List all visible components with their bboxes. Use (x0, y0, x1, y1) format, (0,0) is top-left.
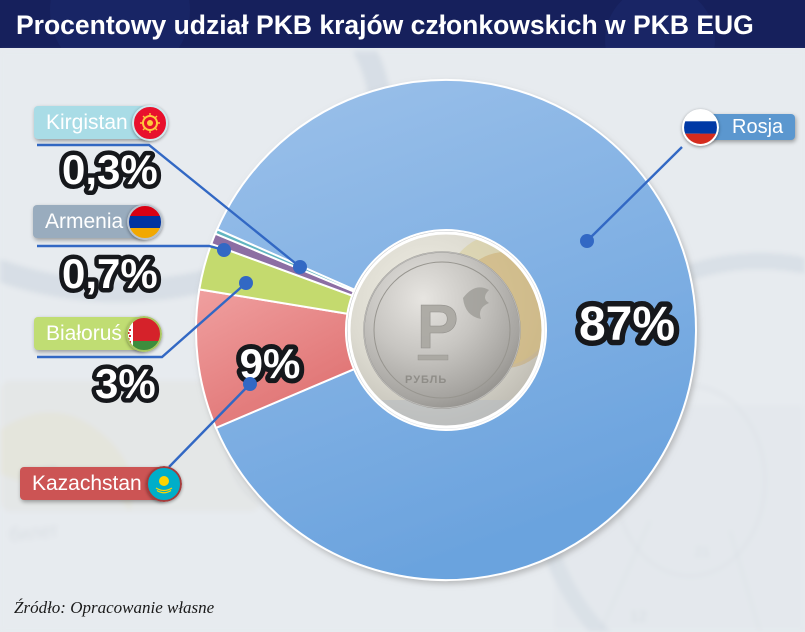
svg-text:0,7%: 0,7% (62, 250, 158, 297)
svg-text:87%: 87% (579, 298, 675, 351)
svg-text:РУБЛЬ: РУБЛЬ (405, 374, 447, 386)
svg-text:3%: 3% (95, 360, 156, 407)
svg-text:0,3%: 0,3% (62, 146, 158, 193)
svg-text:P: P (417, 293, 458, 362)
